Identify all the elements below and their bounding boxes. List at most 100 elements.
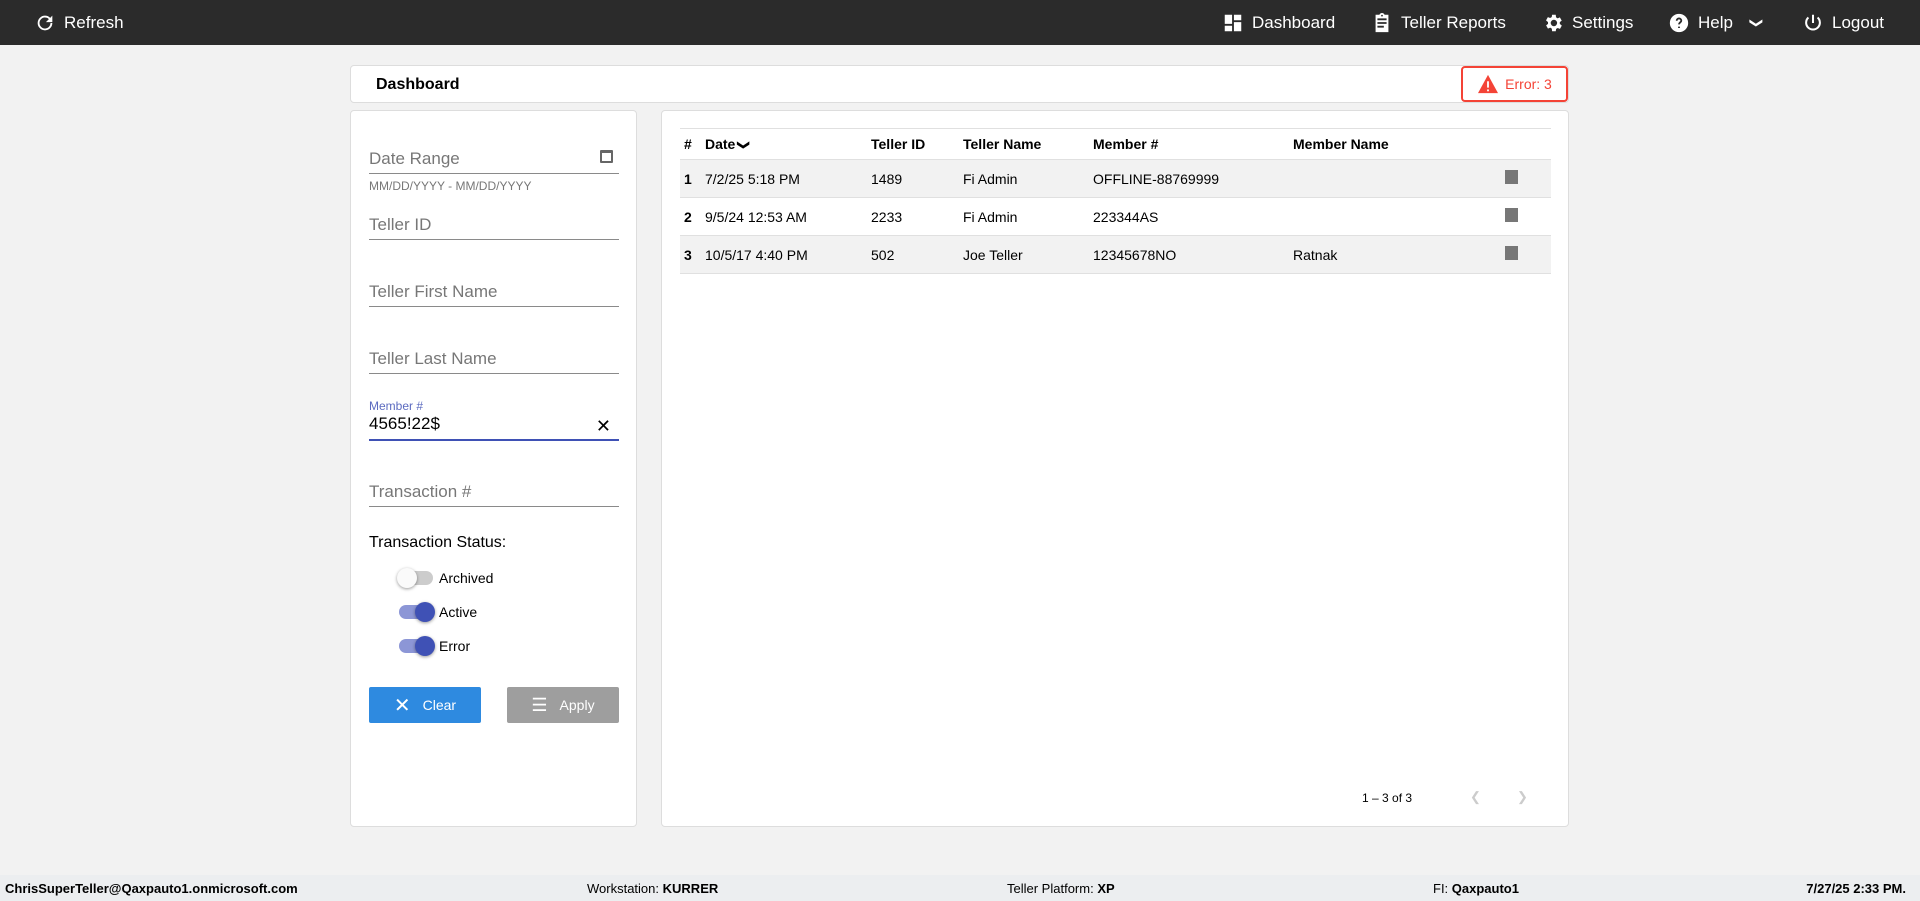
transaction-label: Transaction # [369, 482, 472, 501]
teller-id-label: Teller ID [369, 215, 432, 234]
chevron-down-icon: ❯ [1749, 17, 1765, 28]
platform-label: Teller Platform: [1007, 881, 1094, 896]
cell-teller-id: 2233 [871, 197, 963, 236]
member-value: 4565!22$ [369, 414, 440, 433]
logout-button[interactable]: Logout [1802, 0, 1884, 45]
refresh-button[interactable]: Refresh [34, 0, 124, 45]
cell-date: 10/5/17 4:40 PM [705, 235, 871, 274]
note-icon[interactable] [1485, 159, 1551, 198]
table-row[interactable]: 1 7/2/25 5:18 PM 1489 Fi Admin OFFLINE-88769… [680, 159, 1551, 198]
col-teller-id[interactable]: Teller ID [871, 128, 963, 160]
footer-fi: FI: Qaxpauto1 [1433, 881, 1519, 896]
nav-dashboard[interactable]: Dashboard [1222, 0, 1335, 45]
clear-label: Clear [422, 697, 457, 713]
cell-teller-id: 502 [871, 235, 963, 274]
fi-label: FI: [1433, 881, 1449, 896]
warning-icon [1478, 74, 1499, 94]
status-bar: ChrisSuperTeller@Qaxpauto1.onmicrosoft.c… [0, 875, 1920, 901]
teller-first-name-input[interactable]: Teller First Name [369, 281, 619, 307]
toggle-active[interactable]: Active [399, 602, 478, 622]
cell-member-name: Ratnak [1293, 235, 1485, 274]
dashboard-label: Dashboard [1252, 12, 1336, 32]
transaction-input[interactable]: Transaction # [369, 481, 619, 507]
cell-n: 2 [680, 197, 705, 236]
col-number: # [680, 128, 705, 160]
footer-datetime: 7/27/25 2:33 PM. [1806, 881, 1906, 896]
toggle-label: Active [439, 604, 478, 620]
nav-settings[interactable]: Settings [1542, 0, 1633, 45]
teller-reports-label: Teller Reports [1401, 12, 1506, 32]
workstation-label: Workstation: [587, 881, 660, 896]
calendar-icon[interactable] [600, 150, 613, 163]
gear-icon [1546, 14, 1562, 31]
teller-last-name-input[interactable]: Teller Last Name [369, 348, 619, 374]
cell-n: 1 [680, 159, 705, 198]
page-title: Dashboard [376, 76, 460, 93]
col-date-label: Date [705, 136, 736, 152]
date-range-input[interactable]: Date Range [369, 148, 619, 174]
col-member[interactable]: Member # [1093, 128, 1293, 160]
filter-icon: ☰ [531, 694, 548, 715]
page-header: Dashboard Error: 3 [350, 65, 1569, 103]
toggle-label: Archived [439, 570, 494, 586]
apply-button[interactable]: ☰ Apply [507, 687, 619, 723]
results-panel: # Date ❯ Teller ID Teller Name Member # … [661, 110, 1569, 827]
nav-help[interactable]: Help ❯ [1668, 0, 1765, 45]
dashboard-icon [1224, 14, 1242, 31]
note-icon[interactable] [1485, 197, 1551, 236]
refresh-icon [37, 15, 53, 30]
cell-date: 9/5/24 12:53 AM [705, 197, 871, 236]
refresh-label: Refresh [64, 12, 124, 32]
cell-member: OFFLINE-88769999 [1093, 159, 1293, 198]
teller-first-name-label: Teller First Name [369, 282, 498, 301]
prev-page-button[interactable]: ❮ [1470, 789, 1481, 804]
table-row[interactable]: 3 10/5/17 4:40 PM 502 Joe Teller 12345678NO R… [680, 235, 1551, 274]
member-label: Member # [369, 399, 424, 413]
error-badge[interactable]: Error: 3 [1461, 66, 1568, 102]
apply-label: Apply [559, 697, 595, 713]
footer-user: ChrisSuperTeller@Qaxpauto1.onmicrosoft.c… [5, 881, 298, 896]
col-date[interactable]: Date ❯ [705, 128, 871, 160]
footer-workstation: Workstation: KURRER [587, 881, 718, 896]
toggle-archived[interactable]: Archived [397, 568, 494, 588]
cell-teller-id: 1489 [871, 159, 963, 198]
nav-teller-reports[interactable]: Teller Reports [1371, 0, 1506, 45]
date-range-label: Date Range [369, 149, 460, 168]
col-member-name[interactable]: Member Name [1293, 128, 1485, 160]
cell-teller-name: Joe Teller [963, 235, 1093, 274]
close-icon: ✕ [393, 694, 411, 717]
teller-id-input[interactable]: Teller ID [369, 214, 619, 240]
next-page-button[interactable]: ❯ [1517, 789, 1528, 804]
cell-member-name [1293, 159, 1485, 198]
workstation-value: KURRER [662, 881, 719, 896]
clipboard-icon [1375, 12, 1389, 32]
clear-button[interactable]: ✕ Clear [369, 687, 481, 723]
logout-label: Logout [1832, 12, 1884, 32]
power-icon [1805, 14, 1821, 30]
date-range-hint: MM/DD/YYYY - MM/DD/YYYY [369, 179, 532, 193]
cell-member: 223344AS [1093, 197, 1293, 236]
toggle-error[interactable]: Error [399, 636, 470, 656]
pagination-range: 1 – 3 of 3 [1362, 791, 1413, 805]
transaction-status-label: Transaction Status: [369, 534, 507, 551]
table-row[interactable]: 2 9/5/24 12:53 AM 2233 Fi Admin 223344AS [680, 197, 1551, 236]
top-nav: Refresh Dashboard Teller Reports Setting… [0, 0, 1920, 45]
col-teller-name[interactable]: Teller Name [963, 128, 1093, 160]
note-icon[interactable] [1485, 235, 1551, 274]
cell-teller-name: Fi Admin [963, 197, 1093, 236]
cell-teller-name: Fi Admin [963, 159, 1093, 198]
help-icon [1669, 13, 1689, 32]
member-input[interactable]: 4565!22$ ✕ [369, 414, 619, 441]
cell-member-name [1293, 197, 1485, 236]
error-count: Error: 3 [1505, 76, 1552, 92]
chevron-down-icon: ❯ [737, 139, 752, 151]
cell-member: 12345678NO [1093, 235, 1293, 274]
settings-label: Settings [1572, 12, 1634, 32]
clear-input-icon[interactable]: ✕ [595, 416, 611, 436]
teller-last-name-label: Teller Last Name [369, 349, 497, 368]
filter-panel: Date Range MM/DD/YYYY - MM/DD/YYYY Telle… [350, 110, 637, 827]
platform-value: XP [1097, 881, 1115, 896]
fi-value: Qaxpauto1 [1451, 881, 1519, 896]
cell-date: 7/2/25 5:18 PM [705, 159, 871, 198]
footer-platform: Teller Platform: XP [1007, 881, 1115, 896]
